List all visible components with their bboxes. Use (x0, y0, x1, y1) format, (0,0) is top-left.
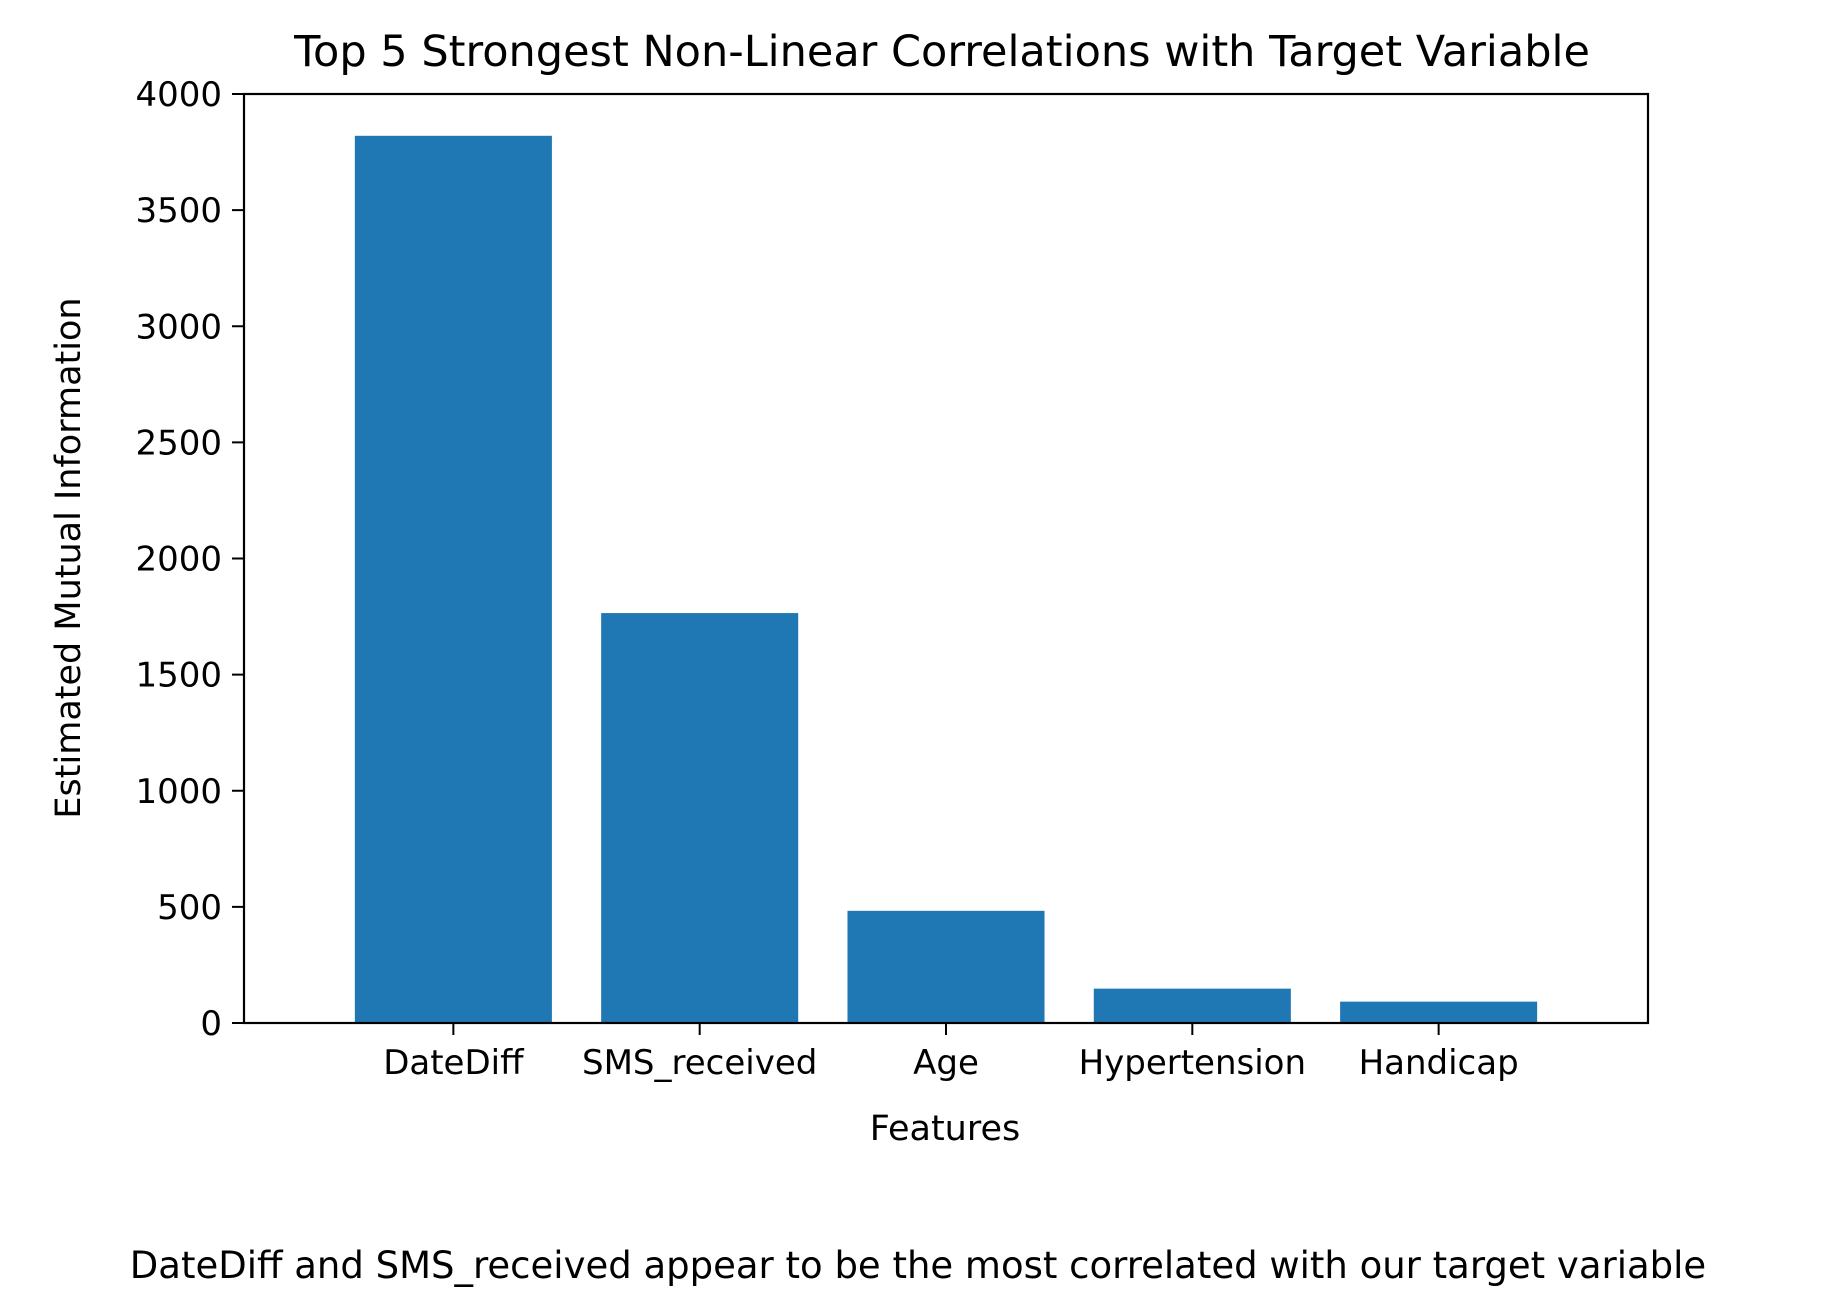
y-tick-label: 3500 (135, 191, 222, 231)
x-tick-label-age: Age (913, 1043, 979, 1083)
bar-hypertension (1093, 988, 1291, 1023)
bar-sms-received (601, 613, 799, 1023)
y-tick-label: 2000 (135, 540, 222, 580)
y-tick-label: 2500 (135, 423, 222, 463)
y-tick-label: 4000 (135, 75, 222, 115)
x-tick-label-sms-received: SMS_received (582, 1043, 817, 1083)
x-axis-label: Features (870, 1109, 1021, 1149)
x-tick-label-handicap: Handicap (1359, 1043, 1519, 1083)
y-tick-label: 1500 (135, 656, 222, 696)
bar-handicap (1340, 1001, 1538, 1023)
bar-age (847, 910, 1045, 1023)
chart-title: Top 5 Strongest Non-Linear Correlations … (293, 27, 1590, 77)
bar-datediff (354, 135, 552, 1023)
y-tick-label: 3000 (135, 307, 222, 347)
x-tick-label-hypertension: Hypertension (1079, 1043, 1306, 1083)
y-tick-label: 0 (200, 1004, 222, 1044)
y-axis-label: Estimated Mutual Information (49, 297, 89, 818)
y-axis: 0 500 1000 1500 2000 2500 3000 3500 4000 (135, 75, 244, 1044)
plot-frame (242, 92, 1650, 1025)
y-tick-label: 1000 (135, 772, 222, 812)
x-axis: DateDiff SMS_received Age Hypertension Handi… (383, 1023, 1519, 1083)
y-tick-label: 500 (157, 888, 222, 928)
chart-caption: DateDiff and SMS_received appear to be t… (130, 1244, 1706, 1287)
bars-layer (354, 135, 1538, 1023)
x-tick-label-datediff: DateDiff (383, 1043, 525, 1083)
